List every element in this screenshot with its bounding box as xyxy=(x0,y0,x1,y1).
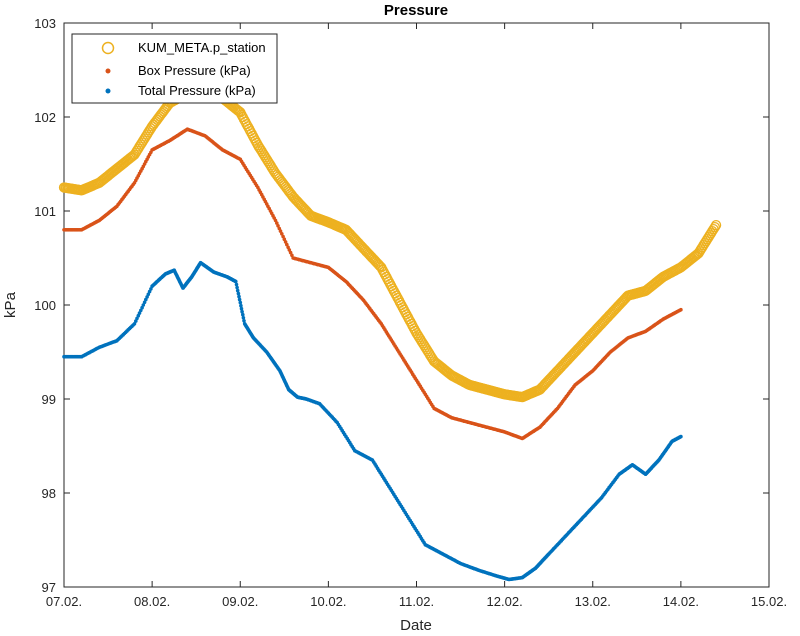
data-point xyxy=(139,308,143,313)
data-point xyxy=(236,291,241,296)
data-point xyxy=(146,292,151,297)
data-point xyxy=(276,224,280,228)
y-tick-label: 98 xyxy=(42,486,56,501)
y-tick-label: 101 xyxy=(34,204,56,219)
data-point xyxy=(132,322,137,326)
data-point xyxy=(137,311,142,315)
data-point xyxy=(288,250,293,255)
data-point xyxy=(709,221,721,233)
data-point xyxy=(280,232,284,236)
data-point xyxy=(237,294,241,299)
data-point xyxy=(235,288,240,293)
x-axis-label: Date xyxy=(400,617,432,634)
y-tick-label: 102 xyxy=(34,110,56,125)
data-point xyxy=(141,303,146,307)
legend-label-box: Box Pressure (kPa) xyxy=(138,63,251,78)
legend-marker-station xyxy=(101,41,115,55)
y-tick-label: 97 xyxy=(42,580,56,595)
tick-layer: 07.02. 08.02. 09.02. 10.02. 11.02. 12.02. 13.0… xyxy=(34,16,787,609)
x-tick-label: 15.02. xyxy=(751,594,787,609)
legend-label-total: Total Pressure (kPa) xyxy=(138,83,256,98)
y-axis-label: kPa xyxy=(2,291,19,318)
data-point xyxy=(149,287,153,291)
x-tick-label: 14.02. xyxy=(663,594,699,609)
data-point xyxy=(134,319,138,323)
data-point xyxy=(282,237,287,241)
data-point xyxy=(287,248,292,252)
legend: KUM_META.p_station Box Pressure (kPa) To… xyxy=(71,33,278,104)
data-point xyxy=(273,218,278,223)
data-point xyxy=(135,316,139,321)
data-point xyxy=(679,434,683,439)
data-point xyxy=(285,242,289,247)
legend-marker-box xyxy=(105,68,111,74)
y-tick-label: 103 xyxy=(34,16,56,31)
data-point xyxy=(239,303,243,308)
x-tick-label: 10.02. xyxy=(310,594,346,609)
x-tick-label: 13.02. xyxy=(575,594,611,609)
data-point xyxy=(278,229,283,233)
data-point xyxy=(140,305,144,310)
data-point xyxy=(290,253,294,258)
y-tick-label: 100 xyxy=(34,298,56,313)
data-point xyxy=(235,285,239,290)
x-tick-label: 08.02. xyxy=(134,594,170,609)
series-2 xyxy=(62,260,683,582)
data-point xyxy=(241,312,245,317)
data-point xyxy=(679,307,683,312)
data-point xyxy=(242,319,246,323)
legend-marker-total xyxy=(105,88,111,94)
data-point xyxy=(234,279,238,284)
x-tick-label: 09.02. xyxy=(222,594,258,609)
x-tick-label: 07.02. xyxy=(46,594,82,609)
x-tick-label: 11.02. xyxy=(399,594,434,609)
data-point xyxy=(283,240,288,244)
legend-label-station: KUM_META.p_station xyxy=(138,40,266,55)
data-point xyxy=(142,300,147,305)
plot-area xyxy=(63,22,770,588)
data-point xyxy=(710,219,722,231)
series-1 xyxy=(62,127,683,441)
data-point xyxy=(234,282,239,287)
data-point xyxy=(237,297,242,302)
y-tick-label: 99 xyxy=(42,392,56,407)
x-tick-label: 12.02. xyxy=(487,594,523,609)
data-point xyxy=(144,297,148,302)
data-point xyxy=(280,181,291,192)
data-point xyxy=(275,221,279,225)
chart-title: Pressure xyxy=(384,2,448,19)
data-point xyxy=(152,114,163,125)
data-point xyxy=(281,234,285,239)
data-point xyxy=(240,309,244,314)
data-point xyxy=(147,289,152,294)
data-point xyxy=(238,300,243,305)
data-point xyxy=(241,316,246,320)
data-point xyxy=(239,306,244,311)
